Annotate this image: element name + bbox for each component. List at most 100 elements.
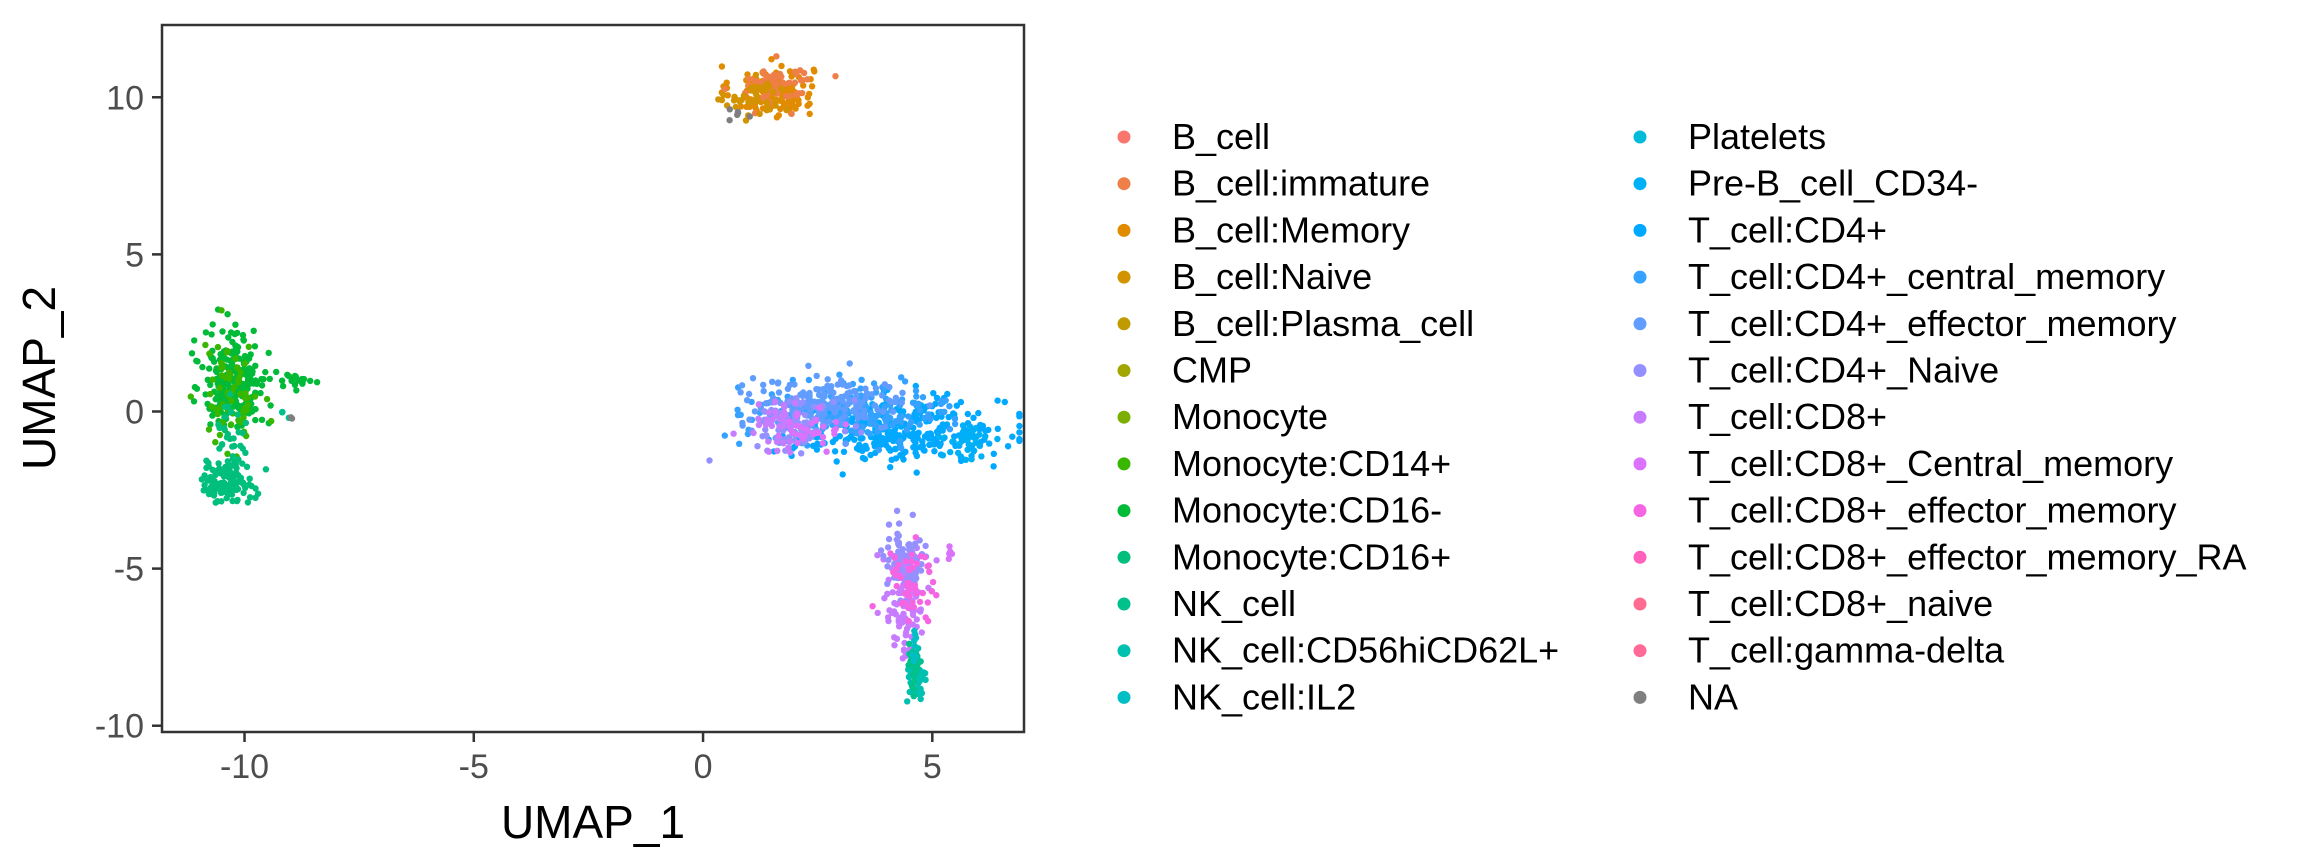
y-tick-label: -10 <box>95 708 144 746</box>
data-point <box>201 481 208 489</box>
data-point <box>292 373 300 381</box>
data-point <box>210 492 218 499</box>
data-point <box>874 552 881 559</box>
data-point <box>753 85 760 93</box>
data-point <box>237 390 244 397</box>
data-point <box>216 445 223 452</box>
data-point <box>969 432 976 439</box>
data-point <box>885 535 893 543</box>
data-point <box>884 580 891 587</box>
data-point <box>811 68 818 75</box>
data-point <box>732 103 739 111</box>
data-point <box>252 416 259 424</box>
data-point <box>875 446 883 454</box>
data-point <box>911 540 919 547</box>
data-point <box>755 401 762 408</box>
legend-item: B_cell:Naive <box>1117 256 1372 297</box>
legend-label: B_cell:Memory <box>1172 209 1410 250</box>
data-point <box>745 390 753 398</box>
data-point <box>232 321 239 328</box>
data-point <box>901 589 908 597</box>
data-point <box>895 561 902 568</box>
legend-key-dot <box>1117 130 1131 144</box>
data-point <box>982 433 989 440</box>
data-point <box>786 68 794 75</box>
data-point <box>832 73 839 80</box>
data-point <box>263 395 271 403</box>
data-point <box>240 337 247 344</box>
data-point <box>235 379 242 386</box>
data-point <box>922 542 929 550</box>
data-point <box>841 412 848 420</box>
data-point <box>239 384 246 391</box>
data-point <box>191 337 198 344</box>
data-point <box>916 421 923 428</box>
data-point <box>909 651 916 658</box>
data-point <box>225 488 232 495</box>
data-point <box>912 534 919 541</box>
data-point <box>214 343 222 351</box>
data-point <box>830 398 837 406</box>
data-point <box>230 435 237 442</box>
data-point <box>227 421 235 428</box>
data-point <box>770 71 778 79</box>
data-point <box>913 560 921 567</box>
data-point <box>774 447 781 454</box>
data-point <box>947 448 954 456</box>
data-point <box>750 429 757 437</box>
data-point <box>216 431 224 439</box>
legend-key-dot <box>1117 223 1131 237</box>
data-point <box>805 376 813 384</box>
data-point <box>1004 443 1012 450</box>
legend-key-dot <box>1117 550 1131 564</box>
data-point <box>900 456 907 463</box>
x-tick-label: -5 <box>459 748 489 786</box>
data-point <box>194 358 201 365</box>
data-point <box>957 453 964 460</box>
data-point <box>736 98 743 105</box>
data-point <box>799 89 806 97</box>
data-point <box>910 685 917 692</box>
data-point <box>885 445 892 452</box>
data-point <box>230 456 238 463</box>
legend-key-dot <box>1117 270 1131 284</box>
data-point <box>895 539 903 546</box>
data-point <box>932 400 939 407</box>
data-point <box>941 434 948 441</box>
y-tick-label: 0 <box>125 393 144 431</box>
data-point <box>833 458 840 465</box>
data-point <box>202 329 210 336</box>
data-point <box>738 382 746 389</box>
data-point <box>240 489 247 497</box>
data-point <box>854 414 862 422</box>
data-point <box>939 452 947 459</box>
legend-item: T_cell:gamma-delta <box>1633 630 2005 671</box>
legend-key-dot <box>1633 223 1647 237</box>
data-point <box>951 415 959 423</box>
data-point <box>223 494 230 502</box>
data-point <box>225 334 232 341</box>
data-point <box>793 91 800 99</box>
data-point <box>945 555 952 563</box>
data-point <box>816 391 823 398</box>
data-point <box>895 618 902 626</box>
data-point <box>898 374 905 381</box>
data-point <box>964 410 971 418</box>
data-point <box>260 376 267 383</box>
y-tick-label: 5 <box>125 236 144 274</box>
data-point <box>900 646 908 653</box>
data-point <box>839 471 846 478</box>
data-point <box>915 400 922 407</box>
legend-label: T_cell:CD8+_Central_memory <box>1688 443 2173 484</box>
legend-key-dot <box>1117 504 1131 518</box>
data-point <box>231 384 238 391</box>
data-point <box>206 390 214 398</box>
data-point <box>800 82 807 89</box>
data-point <box>884 614 892 621</box>
data-point <box>248 378 256 385</box>
data-point <box>287 414 295 421</box>
x-axis: -10 -5 0 5 <box>220 732 942 786</box>
data-point <box>221 467 228 474</box>
data-point <box>862 385 869 392</box>
data-point <box>913 452 921 460</box>
